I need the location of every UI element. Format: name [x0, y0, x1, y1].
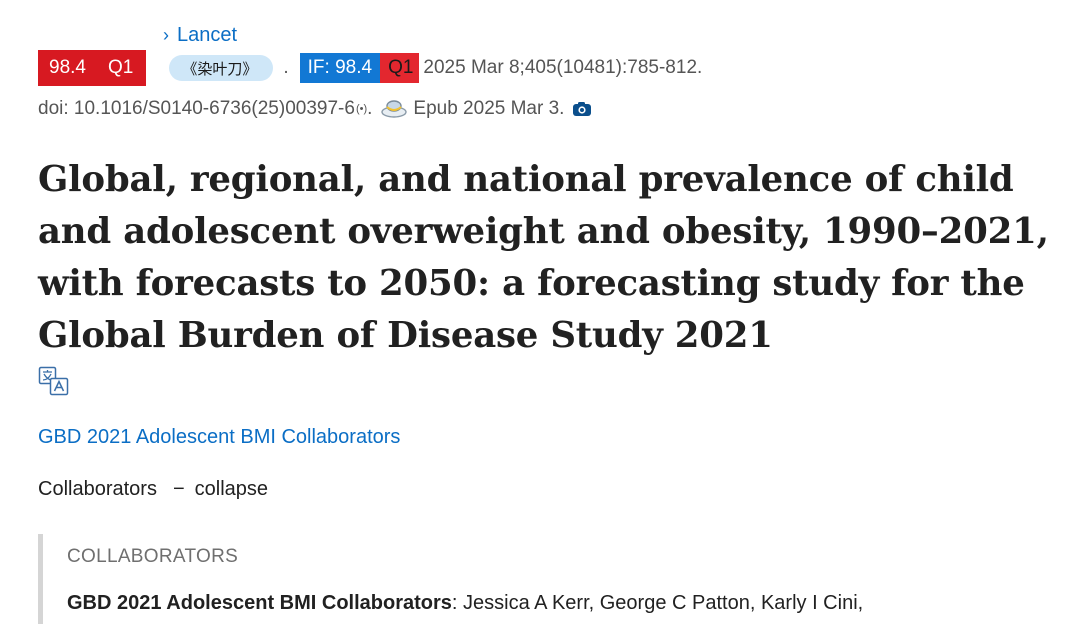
camera-icon[interactable] [572, 100, 592, 118]
impact-badge[interactable]: 98.4 Q1 [38, 50, 147, 86]
journal-link[interactable]: › Lancet [163, 22, 237, 48]
disk-icon[interactable] [380, 97, 408, 121]
collapse-toggle[interactable]: collapse [194, 478, 269, 500]
doi-link[interactable]: doi: 10.1016/S0140-6736(25)00397-6 [38, 98, 355, 119]
broadcast-icon[interactable]: (•) [355, 103, 368, 115]
collaborators-label: Collaborators [38, 478, 157, 500]
epub-date: Epub 2025 Mar 3. [413, 98, 565, 119]
journal-name[interactable]: Lancet [177, 23, 238, 46]
collapse-icon[interactable]: − [172, 478, 185, 500]
tag-pill[interactable]: 《染叶刀》 [169, 55, 274, 81]
authors-group-link[interactable]: GBD 2021 Adolescent BMI Collaborators [38, 426, 401, 448]
if-label: IF: 98.4 [307, 57, 373, 78]
translate-icon[interactable] [38, 366, 70, 396]
tag-label: 《染叶刀》 [182, 59, 258, 78]
citation-date-volume: 2025 Mar 8;405(10481):785-812. [423, 57, 703, 78]
article-title: Global, regional, and national prevalenc… [38, 159, 1049, 356]
collaborators-group-name: GBD 2021 Adolescent BMI Collaborators [67, 592, 452, 614]
collaborators-list: GBD 2021 Adolescent BMI Collaborators: J… [67, 592, 863, 615]
doi-row: doi: 10.1016/S0140-6736(25)00397-6 (•) .… [38, 94, 592, 124]
impact-value: 98.4 [49, 57, 86, 78]
collaborators-panel: COLLABORATORS GBD 2021 Adolescent BMI Co… [38, 534, 1063, 624]
citation-row: 98.4 Q1 《染叶刀》 . IF: 98.4 Q1 2025 Mar 8;4… [38, 50, 702, 86]
collaborators-names: : Jessica A Kerr, George C Patton, Karly… [451, 592, 864, 614]
collaborators-toggle-row: Collaborators − collapse [38, 478, 268, 501]
separator-dot: . [283, 57, 289, 78]
if-badge[interactable]: IF: 98.4 [299, 53, 381, 83]
chevron-right-icon: › [163, 24, 169, 45]
collaborators-heading: COLLABORATORS [67, 546, 239, 567]
doi-end: . [367, 98, 373, 119]
quartile-value: Q1 [107, 57, 134, 78]
if-quartile-badge[interactable]: Q1 [380, 53, 420, 83]
if-quartile: Q1 [388, 57, 414, 78]
